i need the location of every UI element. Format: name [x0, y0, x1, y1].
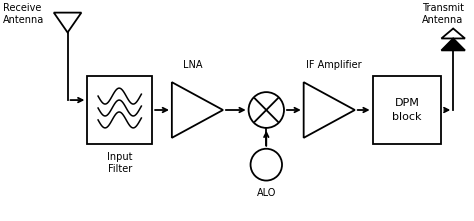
Text: Transmit
Antenna: Transmit Antenna — [422, 3, 464, 25]
Bar — [87, 76, 152, 144]
Bar — [373, 76, 441, 144]
Text: Receive
Antenna: Receive Antenna — [3, 3, 44, 25]
Text: Input
Filter: Input Filter — [107, 152, 132, 174]
Text: ALO: ALO — [256, 187, 276, 198]
Text: LNA: LNA — [182, 60, 202, 70]
Text: DPM
block: DPM block — [392, 98, 422, 122]
Text: IF Amplifier: IF Amplifier — [306, 60, 361, 70]
Polygon shape — [441, 38, 465, 50]
